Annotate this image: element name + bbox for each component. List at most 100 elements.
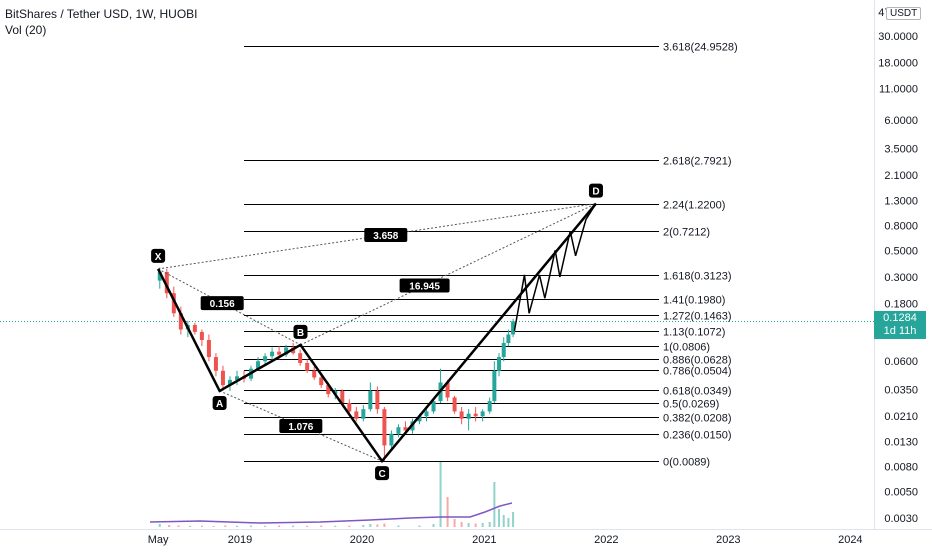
volume-bar: [362, 525, 365, 527]
candle-body: [431, 401, 436, 412]
candle-body: [312, 370, 317, 378]
volume-bar: [467, 523, 470, 527]
volume-indicator-label: Vol (20): [5, 23, 47, 37]
volume-bar: [212, 526, 215, 527]
volume-bar: [189, 526, 192, 527]
candle-body: [171, 293, 176, 314]
fib-label: 3.618(24.9528): [663, 42, 738, 54]
fib-label: 2(0.7212): [663, 227, 710, 239]
price-tick-label: 0.1800: [884, 299, 918, 311]
point-marker-d: [588, 183, 603, 198]
volume-bar: [498, 509, 501, 527]
candle-body: [298, 353, 303, 364]
candle-body: [347, 403, 352, 412]
chart-header: BitShares / Tether USD, 1W, HUOBI Vol (2…: [5, 6, 198, 38]
volume-bar: [224, 525, 227, 527]
point-label-c: C: [378, 469, 385, 480]
currency-badge[interactable]: USDT: [886, 7, 922, 20]
price-tick-label: 11.0000: [879, 84, 918, 96]
ratio-label: 0.156: [210, 299, 235, 310]
ratio-label: 3.658: [373, 231, 398, 242]
time-tick-label: May: [148, 534, 169, 546]
candle-body: [199, 331, 204, 341]
candle-body: [192, 324, 197, 332]
price-tick-label: 0.3000: [884, 272, 918, 284]
harmonic-pattern[interactable]: 0.156 3.658 1.076 16.945 X A B C D: [151, 183, 603, 481]
volume-bar: [493, 482, 496, 527]
candle-body: [389, 433, 394, 446]
price-tick-label: 0.0030: [884, 513, 918, 525]
volume-bar: [453, 519, 456, 527]
volume-bar: [200, 525, 203, 527]
price-tick-label: 6.0000: [884, 115, 918, 127]
fib-label: 0.886(0.0628): [663, 355, 732, 367]
ratio-label-bg: [399, 278, 450, 293]
volume-bar: [512, 512, 515, 527]
fib-label: 1.41(0.1980): [663, 295, 725, 307]
volume-bar: [502, 515, 505, 527]
time-tick-label: 2023: [716, 534, 740, 546]
pattern-legs: [156, 202, 597, 464]
volume-bar: [235, 525, 238, 527]
candle-body: [497, 357, 502, 371]
volume-bar: [432, 524, 435, 527]
candle-body: [452, 397, 457, 412]
candle-body: [459, 411, 464, 419]
price-tick-label: 30.0000: [878, 31, 918, 43]
price-tick-label: 0.0050: [884, 486, 918, 498]
volume-bar: [488, 522, 491, 527]
candle-body: [492, 370, 497, 402]
candle-body: [270, 351, 275, 357]
fib-label: 1.618(0.3123): [663, 271, 732, 283]
candle-body: [164, 272, 169, 294]
fib-label: 1.272(0.1463): [663, 311, 732, 323]
volume-bar: [292, 525, 295, 527]
fib-label: 0.382(0.0208): [663, 413, 732, 425]
candle-body: [234, 376, 239, 380]
candle-body: [354, 411, 359, 419]
candle-body: [480, 411, 485, 417]
candle-body: [361, 409, 366, 419]
volume-bar: [168, 525, 171, 527]
volume-bar: [446, 497, 449, 527]
price-tick-label: 0.0210: [884, 411, 918, 423]
candle-body: [213, 357, 218, 371]
current-price-label: 0.1284 1d 11h: [874, 311, 926, 339]
fib-label: 0.786(0.0504): [663, 366, 732, 378]
fib-label: 0.618(0.0349): [663, 386, 732, 398]
point-marker-x: [151, 248, 166, 263]
time-tick-label: 2022: [594, 534, 618, 546]
time-tick-label: 2021: [472, 534, 496, 546]
point-marker-c: [375, 466, 390, 481]
time-tick-label: 2020: [350, 534, 374, 546]
point-label-a: A: [216, 399, 223, 410]
point-marker-b: [293, 324, 308, 339]
ratio-label-bg: [200, 296, 244, 311]
fib-label: 1(0.0806): [663, 342, 710, 354]
projection-path: [513, 203, 597, 331]
fib-label: 1.13(0.1072): [663, 327, 725, 339]
candle-body: [220, 370, 225, 386]
candle-body: [368, 390, 373, 410]
candle-body: [178, 313, 183, 330]
ratio-label-bg: [364, 227, 408, 242]
price-tick-label: 0.0080: [884, 462, 918, 474]
candle-body: [424, 411, 429, 417]
candle-body: [445, 382, 450, 398]
volume-bar: [177, 525, 180, 527]
volume-bar: [334, 525, 337, 527]
volume-bar: [250, 525, 253, 527]
pattern-connector-bd: [300, 203, 597, 346]
candle-body: [227, 379, 232, 386]
ratio-label-bg: [279, 419, 323, 434]
candle-body: [382, 409, 387, 446]
volume-bar: [264, 525, 267, 527]
volume-bar: [278, 525, 281, 527]
fib-label: 2.24(1.2200): [663, 200, 725, 212]
fib-levels: 3.618(24.9528) 2.618(2.7921) 2.24(1.2200) 2…: [0, 42, 874, 469]
candle-body: [206, 340, 211, 358]
volume-bar: [397, 525, 400, 527]
